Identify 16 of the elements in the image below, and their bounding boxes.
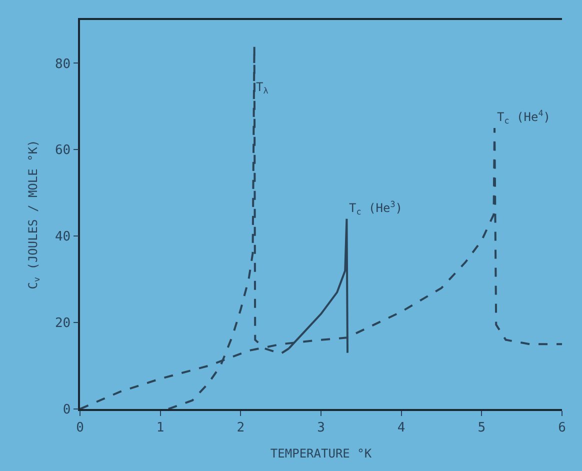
annotation: T$_{c}$ (He$^{4}$)	[497, 108, 550, 126]
x-tick-label: 1	[156, 420, 164, 436]
x-tick-label: 4	[397, 420, 406, 436]
x-tick-label: 5	[478, 420, 486, 436]
y-tick-label: 0	[62, 402, 71, 418]
x-tick-label: 0	[76, 420, 84, 436]
y-tick-label: 60	[54, 143, 71, 158]
annotation: T$_{λ}$	[256, 80, 268, 96]
x-axis-title: TEMPERATURE °K	[270, 446, 372, 461]
annotation: T$_{c}$ (He$^{3}$)	[349, 199, 402, 217]
y-tick-label: 40	[54, 230, 71, 245]
y-tick-label: 20	[54, 316, 71, 332]
y-tick-label: 80	[54, 56, 71, 72]
x-tick-label: 6	[558, 420, 566, 436]
x-tick-label: 2	[236, 420, 245, 436]
x-tick-label: 3	[317, 420, 325, 436]
